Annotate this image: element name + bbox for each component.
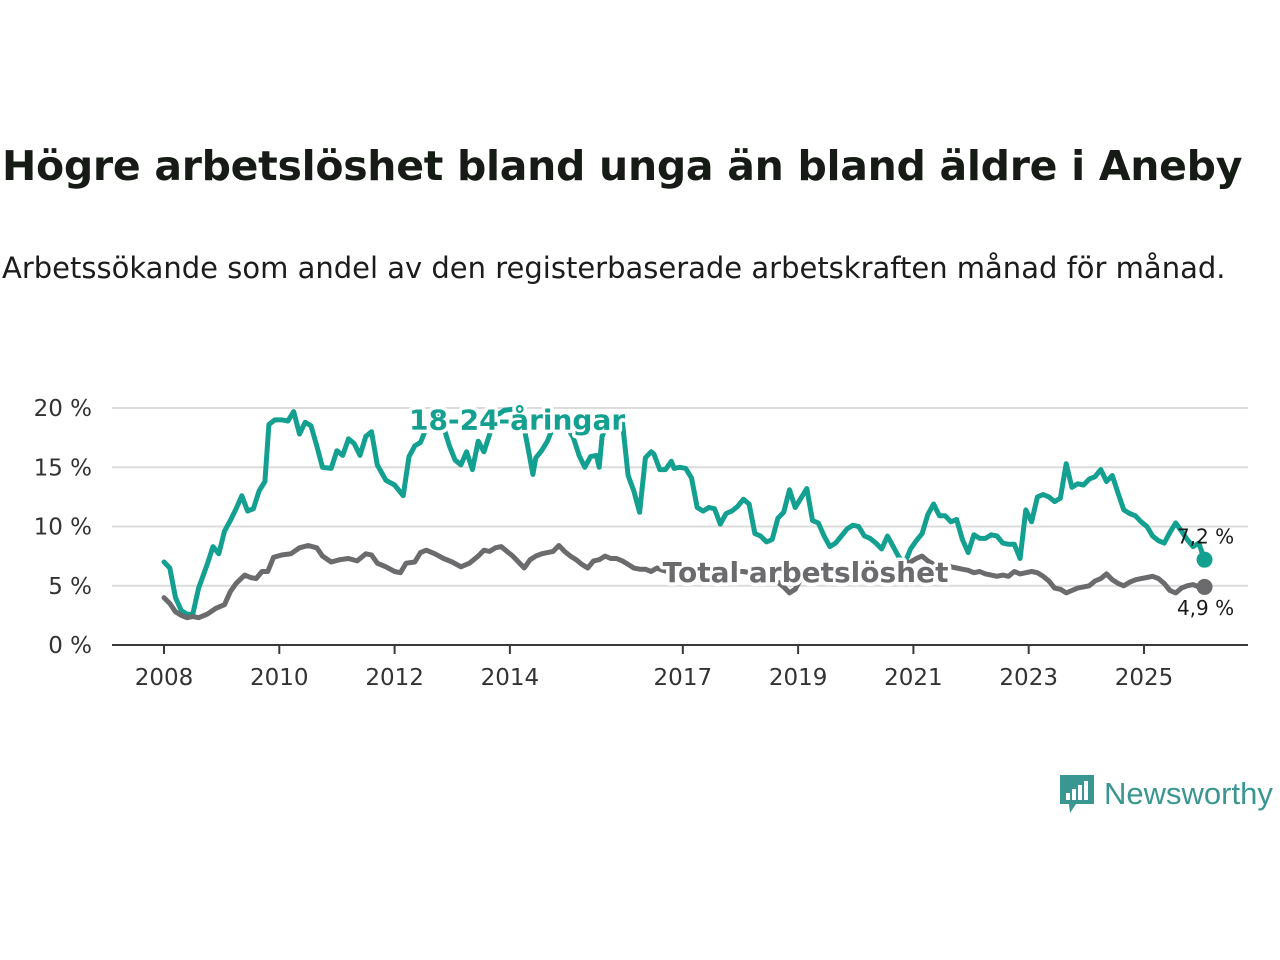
x-tick-label: 2010 xyxy=(250,665,309,691)
y-tick-label: 5 % xyxy=(48,574,92,600)
labels: 7,2 % 4,9 % 18-24-åringar Total arbetslöshe… xyxy=(406,400,1235,620)
x-tick-label: 2017 xyxy=(654,665,713,691)
series-lines xyxy=(161,406,1213,621)
x-tick-label: 2023 xyxy=(999,665,1058,691)
series-name-label: 18-24-åringar xyxy=(409,403,625,436)
x-tick-label: 2019 xyxy=(769,665,828,691)
newsworthy-logo-icon xyxy=(1060,775,1094,813)
brand-name: Newsworthy xyxy=(1104,776,1273,811)
series-end-point xyxy=(1196,578,1213,595)
chart-subtitle: Arbetssökande som andel av den registerb… xyxy=(2,251,1226,285)
series-line-18-24-ringar xyxy=(161,406,1207,617)
brand: Newsworthy xyxy=(1058,772,1273,816)
x-tick-label: 2008 xyxy=(135,665,194,691)
end-value-label: 7,2 % xyxy=(1177,525,1234,549)
x-tick-label: 2014 xyxy=(481,665,540,691)
end-value-label: 4,9 % xyxy=(1177,596,1234,620)
axes: 0 % 5 % 10 % 15 % 20 % 2008 2010 2012 2014 2017 20… xyxy=(34,396,1248,691)
y-tick-label: 20 % xyxy=(34,396,92,422)
y-tick-label: 0 % xyxy=(48,633,92,659)
chart-title: Högre arbetslöshet bland unga än bland ä… xyxy=(2,142,1243,190)
y-tick-label: 10 % xyxy=(34,515,92,541)
x-tick-label: 2021 xyxy=(884,665,943,691)
series-end-point xyxy=(1196,551,1213,568)
x-tick-label: 2012 xyxy=(365,665,424,691)
series-line-total-arbetsl-shet xyxy=(161,543,1207,621)
x-tick-label: 2025 xyxy=(1115,665,1174,691)
y-tick-label: 15 % xyxy=(34,455,92,481)
series-name-label: Total arbetslöshet xyxy=(663,556,949,589)
